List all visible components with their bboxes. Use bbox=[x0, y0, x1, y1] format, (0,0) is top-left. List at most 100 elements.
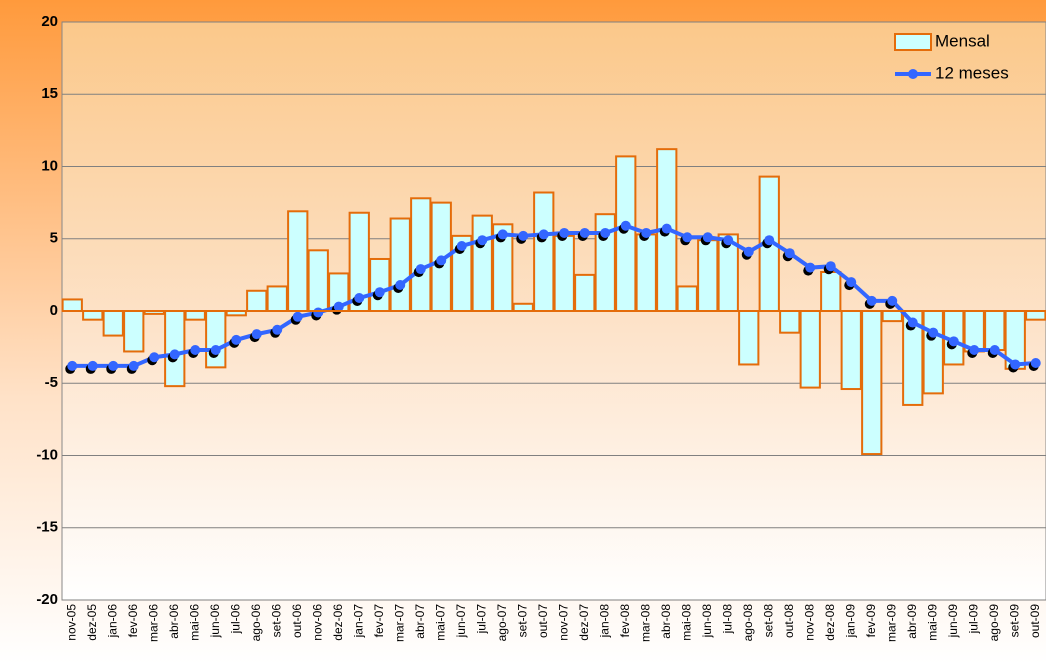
x-tick-label: abr-07 bbox=[413, 604, 427, 639]
bar bbox=[205, 310, 227, 369]
x-tick-label: jun-07 bbox=[454, 604, 468, 639]
x-tick-label: jul-08 bbox=[720, 604, 734, 635]
x-tick-label: fev-06 bbox=[126, 604, 140, 638]
x-tick-label: out-07 bbox=[536, 604, 550, 638]
bar bbox=[410, 197, 432, 312]
marker bbox=[456, 240, 467, 251]
marker bbox=[272, 324, 283, 335]
x-tick-label: dez-07 bbox=[577, 604, 591, 641]
bar bbox=[369, 257, 391, 313]
marker bbox=[108, 360, 119, 371]
marker bbox=[538, 229, 549, 240]
bar bbox=[553, 234, 575, 312]
x-tick-label: set-06 bbox=[269, 604, 283, 638]
x-tick-label: nov-07 bbox=[556, 604, 570, 641]
marker bbox=[661, 223, 672, 234]
bar bbox=[102, 310, 124, 337]
x-tick-label: out-09 bbox=[1028, 604, 1042, 638]
bar bbox=[635, 233, 657, 312]
marker bbox=[251, 329, 262, 340]
marker bbox=[723, 235, 734, 246]
marker bbox=[292, 311, 303, 322]
x-tick-label: set-09 bbox=[1007, 604, 1021, 638]
marker bbox=[415, 264, 426, 275]
bar bbox=[820, 270, 842, 312]
marker bbox=[128, 360, 139, 371]
x-tick-label: fev-09 bbox=[864, 604, 878, 638]
bar bbox=[164, 310, 186, 388]
x-tick-label: jul-06 bbox=[228, 604, 242, 635]
x-tick-label: mai-06 bbox=[187, 604, 201, 641]
x-tick-label: ago-07 bbox=[495, 604, 509, 642]
x-tick-label: jun-09 bbox=[946, 604, 960, 639]
marker bbox=[497, 229, 508, 240]
legend-marker bbox=[908, 69, 918, 79]
marker bbox=[825, 261, 836, 272]
legend-label: Mensal bbox=[935, 31, 990, 50]
y-tick-label: -20 bbox=[36, 591, 58, 608]
marker bbox=[784, 248, 795, 259]
x-tick-label: mar-08 bbox=[638, 604, 652, 642]
x-tick-label: abr-08 bbox=[659, 604, 673, 639]
bar bbox=[738, 310, 760, 366]
x-tick-label: jan-06 bbox=[105, 604, 119, 639]
marker bbox=[1010, 359, 1021, 370]
bar bbox=[246, 289, 268, 312]
marker bbox=[436, 255, 447, 266]
x-tick-label: mar-09 bbox=[884, 604, 898, 642]
marker bbox=[395, 279, 406, 290]
marker bbox=[210, 345, 221, 356]
bar bbox=[184, 310, 206, 321]
bar bbox=[287, 210, 309, 312]
x-tick-label: out-08 bbox=[782, 604, 796, 638]
x-tick-label: dez-06 bbox=[331, 604, 345, 641]
x-tick-label: set-07 bbox=[515, 604, 529, 638]
x-tick-label: ago-08 bbox=[741, 604, 755, 642]
bar bbox=[615, 155, 637, 312]
x-tick-label: jan-09 bbox=[843, 604, 857, 639]
bar bbox=[533, 191, 555, 312]
x-tick-label: jun-06 bbox=[208, 604, 222, 639]
bar bbox=[61, 298, 83, 313]
marker bbox=[231, 334, 242, 345]
x-tick-label: dez-05 bbox=[85, 604, 99, 641]
bar bbox=[799, 310, 821, 389]
x-tick-label: jan-07 bbox=[351, 604, 365, 639]
x-tick-label: nov-06 bbox=[310, 604, 324, 641]
marker bbox=[989, 345, 1000, 356]
bar bbox=[471, 214, 493, 313]
legend-swatch bbox=[894, 33, 932, 51]
bar bbox=[779, 310, 801, 334]
bar bbox=[266, 285, 288, 312]
marker bbox=[374, 287, 385, 298]
marker bbox=[948, 336, 959, 347]
marker bbox=[67, 360, 78, 371]
marker bbox=[559, 227, 570, 238]
x-tick-label: fev-07 bbox=[372, 604, 386, 638]
x-tick-label: jun-08 bbox=[700, 604, 714, 639]
bar bbox=[512, 302, 534, 312]
marker bbox=[764, 235, 775, 246]
marker bbox=[313, 307, 324, 318]
bar bbox=[861, 310, 883, 456]
bar bbox=[1025, 310, 1046, 321]
marker bbox=[477, 235, 488, 246]
x-tick-label: mai-08 bbox=[679, 604, 693, 641]
y-tick-label: -15 bbox=[36, 519, 58, 536]
bar bbox=[676, 285, 698, 312]
marker bbox=[1030, 358, 1041, 369]
marker bbox=[620, 220, 631, 231]
x-tick-label: mai-07 bbox=[433, 604, 447, 641]
marker bbox=[866, 295, 877, 306]
marker bbox=[169, 349, 180, 360]
x-tick-label: jul-07 bbox=[474, 604, 488, 635]
marker bbox=[518, 230, 529, 241]
bar bbox=[389, 217, 411, 313]
x-tick-label: dez-08 bbox=[823, 604, 837, 641]
x-tick-label: out-06 bbox=[290, 604, 304, 638]
x-tick-label: mai-09 bbox=[925, 604, 939, 641]
bar bbox=[881, 310, 903, 323]
marker bbox=[887, 295, 898, 306]
x-tick-label: fev-08 bbox=[618, 604, 632, 638]
